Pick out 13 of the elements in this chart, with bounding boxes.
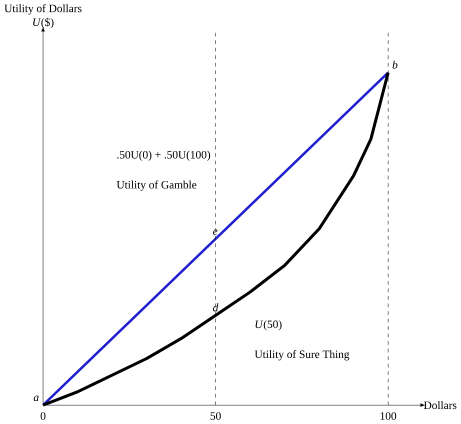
x-tick-label: 0 bbox=[40, 412, 46, 420]
x-axis-title: Dollars bbox=[424, 401, 456, 410]
annotation: U(50) bbox=[256, 320, 282, 330]
y-axis-title: Utility of Dollars U($) bbox=[4, 4, 82, 28]
annotation: .50U(0) + .50U(100) bbox=[117, 150, 210, 161]
annotation: Utility of Gamble bbox=[116, 180, 196, 191]
annotation: Utility of Sure Thing bbox=[254, 350, 350, 360]
annotation: a bbox=[34, 396, 39, 402]
annotation: d bbox=[213, 303, 218, 312]
annotation: b bbox=[392, 60, 398, 69]
x-tick-label: 100 bbox=[380, 412, 396, 420]
x-tick-label: 50 bbox=[210, 412, 221, 420]
annotation: e bbox=[213, 229, 218, 235]
